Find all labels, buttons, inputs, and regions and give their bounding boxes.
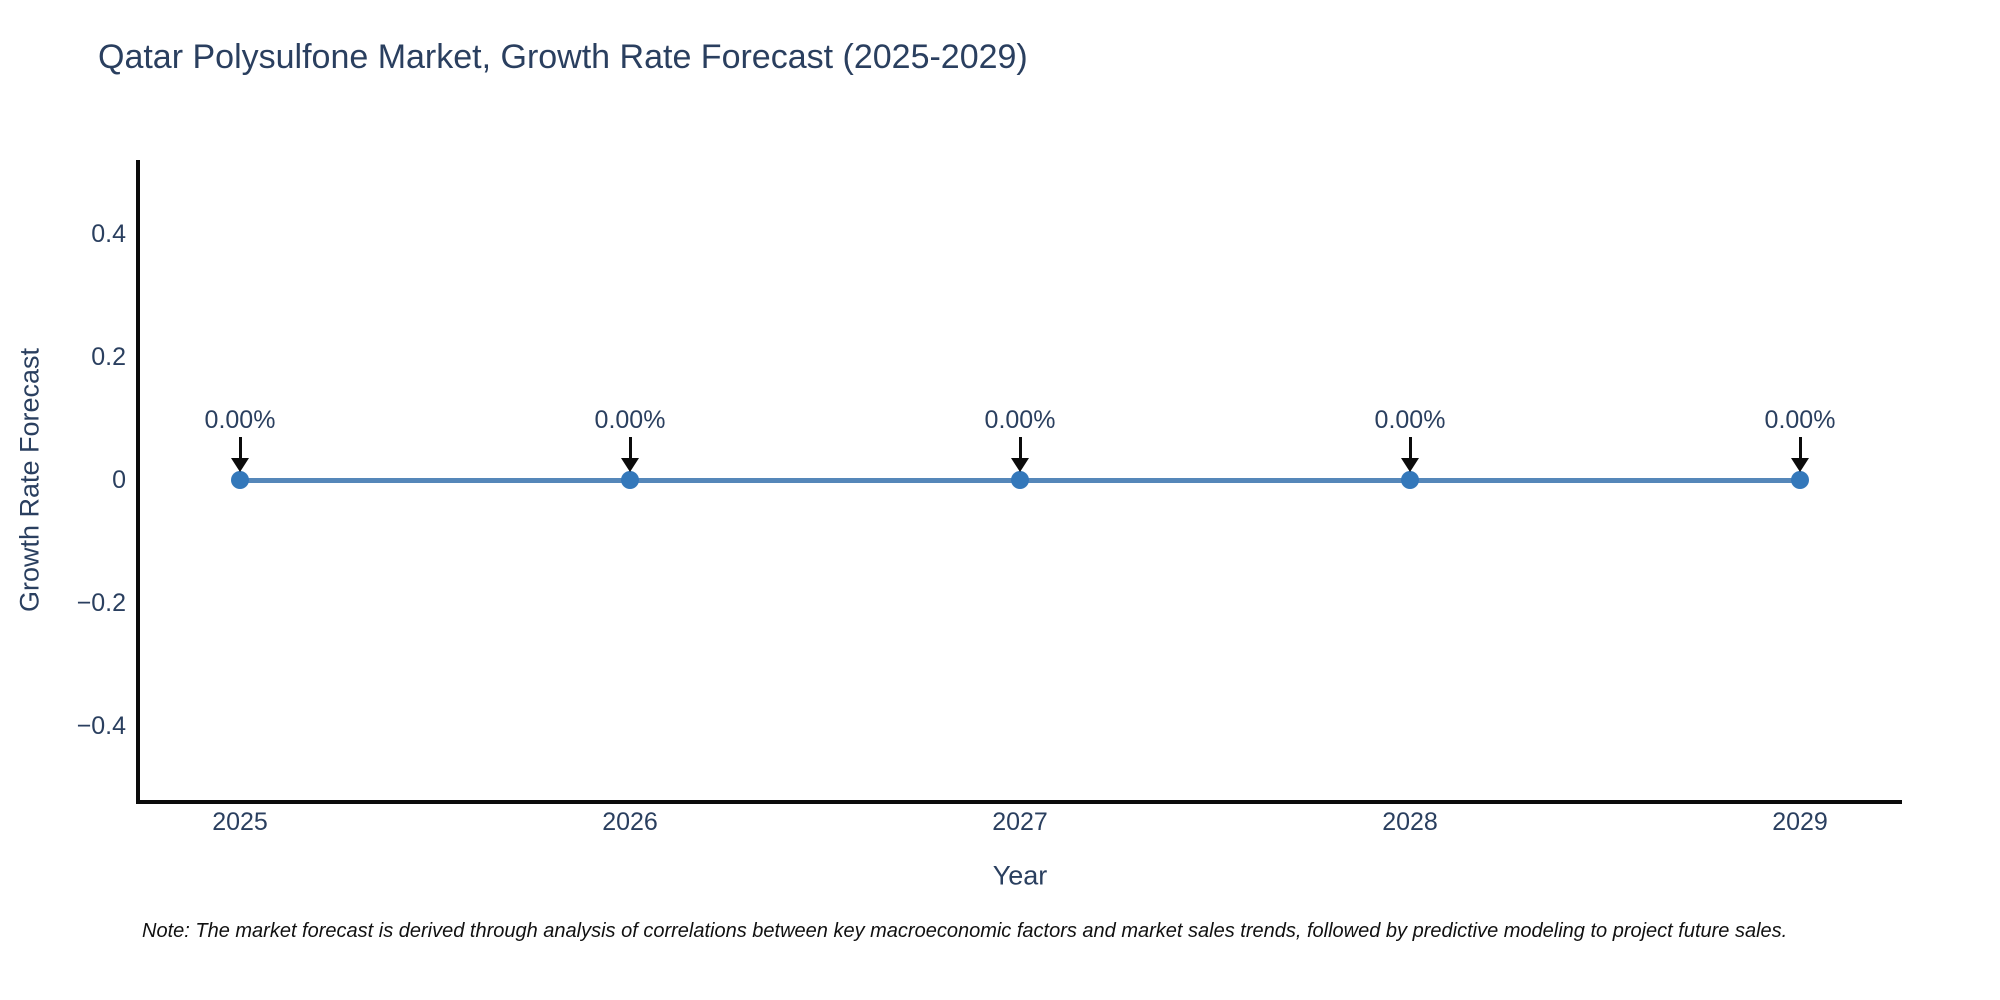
data-point-marker: [1011, 471, 1029, 489]
annotation-label: 0.00%: [594, 406, 666, 434]
data-point-marker: [621, 471, 639, 489]
arrow-down-icon: [1011, 458, 1029, 472]
note-text: Note: The market forecast is derived thr…: [142, 920, 1788, 942]
arrow-down-icon: [231, 458, 249, 472]
x-tick-label: 2026: [602, 808, 658, 836]
data-point-marker: [1401, 471, 1419, 489]
y-tick-label: −0.4: [76, 712, 126, 740]
y-tick-label: 0.2: [91, 343, 126, 371]
x-tick-label: 2029: [1772, 808, 1828, 836]
arrow-down-icon: [1791, 458, 1809, 472]
annotation-label: 0.00%: [204, 406, 276, 434]
arrow-shaft: [1408, 437, 1412, 461]
x-axis-title: Year: [992, 860, 1048, 891]
x-tick-label: 2027: [992, 808, 1048, 836]
arrow-shaft: [238, 437, 242, 461]
x-axis-line: [136, 800, 1902, 804]
data-point-marker: [1791, 471, 1809, 489]
arrow-down-icon: [621, 458, 639, 472]
x-tick-label: 2028: [1382, 808, 1438, 836]
annotation-label: 0.00%: [1374, 406, 1446, 434]
arrow-shaft: [628, 437, 632, 461]
arrow-down-icon: [1401, 458, 1419, 472]
arrow-shaft: [1798, 437, 1802, 461]
y-axis-line: [136, 160, 140, 804]
arrow-shaft: [1018, 437, 1022, 461]
annotation-label: 0.00%: [1764, 406, 1836, 434]
data-point-marker: [231, 471, 249, 489]
annotation-label: 0.00%: [984, 406, 1056, 434]
y-tick-label: 0: [112, 466, 126, 494]
chart-title: Qatar Polysulfone Market, Growth Rate Fo…: [98, 38, 1028, 76]
y-tick-label: 0.4: [91, 220, 126, 248]
y-tick-label: −0.2: [76, 589, 126, 617]
x-tick-label: 2025: [212, 808, 268, 836]
